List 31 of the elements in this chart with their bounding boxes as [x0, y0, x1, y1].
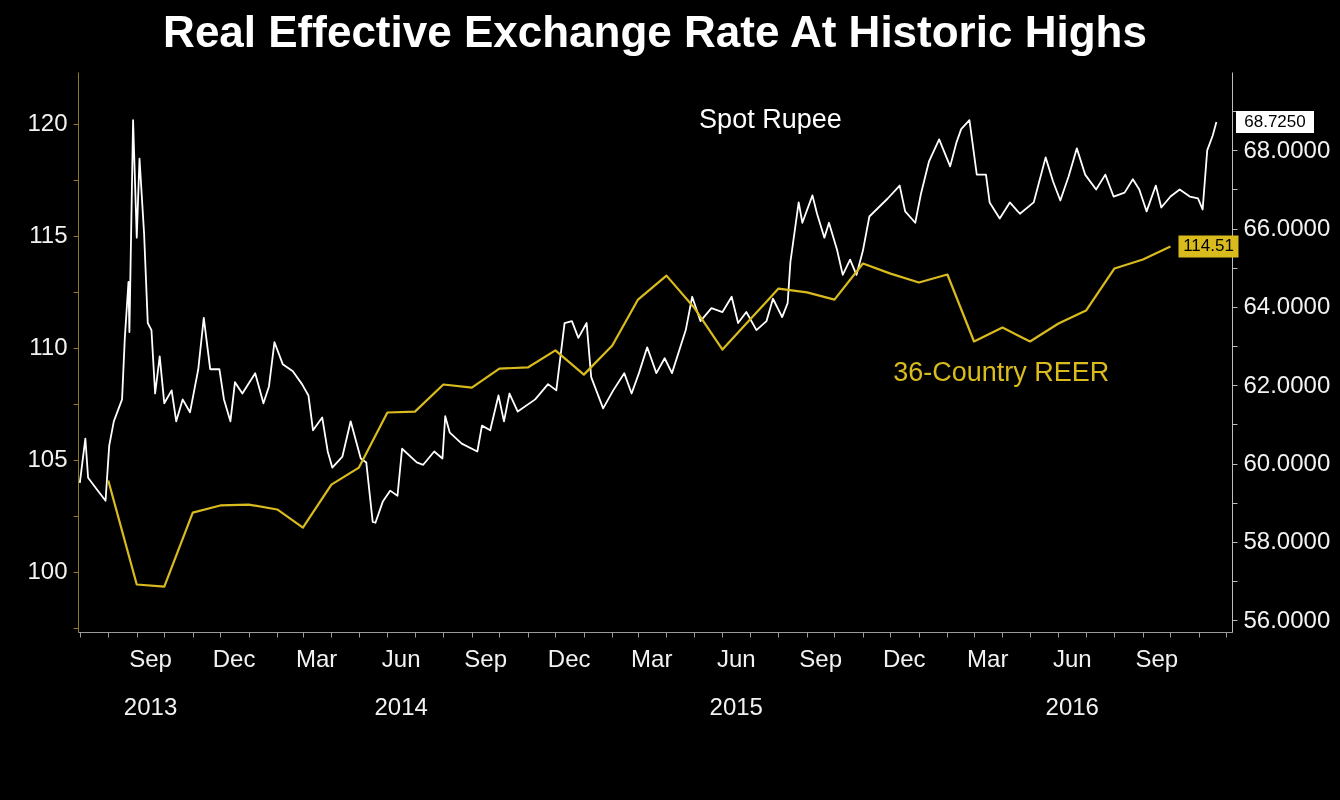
series-label: 36-Country REER	[893, 357, 1110, 387]
y-tick-label: 115	[29, 221, 68, 249]
y2-tick-label: 64.0000	[1243, 292, 1331, 320]
x-tick-label: Sep	[464, 645, 507, 672]
y-tick-label: 105	[27, 445, 68, 473]
y2-tick-label: 58.0000	[1243, 527, 1331, 555]
x-tick-label: Sep	[799, 645, 843, 672]
x-tick-label: Dec	[212, 645, 256, 672]
x-tick-label: Mar	[631, 645, 673, 672]
y2-tick-label: 60.0000	[1243, 449, 1331, 477]
x-tick-label: Mar	[967, 645, 1009, 672]
y2-tick-label: 66.0000	[1243, 214, 1331, 242]
x-tick-label: Sep	[1135, 645, 1179, 672]
x-tick-label: Jun 2015	[709, 645, 763, 720]
chart-title: Real Effective Exchange Rate At Historic Highs	[163, 7, 1147, 56]
x-tick-label: Jun 2016	[1045, 645, 1099, 720]
y-tick-label: 110	[29, 333, 68, 361]
y2-tick-label: 56.0000	[1243, 605, 1331, 633]
y-tick-label: 120	[27, 109, 68, 137]
data-label: 114.51	[1183, 236, 1234, 256]
line-series	[107, 245, 1172, 588]
x-tick-label: Sep 2013	[123, 645, 178, 720]
y2-tick-label: 62.0000	[1243, 370, 1331, 398]
x-tick-label: Jun 2014	[374, 645, 428, 720]
x-tick-label: Mar	[296, 645, 338, 672]
data-label: 68.7250	[1244, 111, 1306, 131]
y2-tick-label: 68.0000	[1243, 135, 1331, 163]
x-tick-label: Dec	[882, 645, 926, 672]
x-tick-label: Dec	[547, 645, 591, 672]
y-tick-label: 100	[27, 557, 68, 585]
text: Spot Rupee	[699, 104, 842, 134]
